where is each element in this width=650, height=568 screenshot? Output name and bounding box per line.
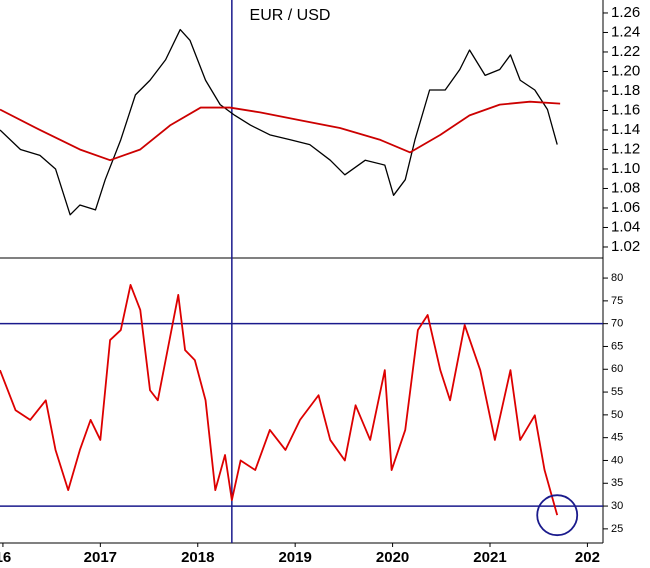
- y-tick-label: 75: [611, 295, 623, 307]
- y-tick-label: 50: [611, 409, 623, 421]
- y-tick-label: 80: [611, 272, 623, 284]
- x-tick-label: 2017: [84, 549, 117, 566]
- y-tick-label: 1.14: [611, 121, 640, 138]
- y-tick-label: 1.04: [611, 218, 640, 235]
- y-tick-label: 25: [611, 523, 623, 535]
- y-tick-label: 35: [611, 477, 623, 489]
- y-tick-label: 30: [611, 500, 623, 512]
- y-tick-label: 40: [611, 454, 623, 466]
- y-tick-label: 60: [611, 363, 623, 375]
- y-tick-label: 1.22: [611, 43, 640, 60]
- series-line: [0, 100, 561, 162]
- x-tick-label: 2019: [278, 549, 311, 566]
- chart-title: EUR / USD: [250, 7, 331, 24]
- y-tick-label: 1.26: [611, 4, 640, 21]
- series-line: [0, 28, 558, 216]
- y-tick-label: 1.18: [611, 82, 640, 99]
- x-tick-label: 202: [575, 549, 600, 566]
- x-tick-label: 2020: [376, 549, 409, 566]
- y-tick-label: 70: [611, 318, 623, 330]
- y-tick-label: 1.12: [611, 140, 640, 157]
- y-tick-label: 1.20: [611, 62, 640, 79]
- x-tick-label: 2021: [473, 549, 506, 566]
- y-tick-label: 1.02: [611, 238, 640, 255]
- y-tick-label: 1.24: [611, 23, 640, 40]
- y-tick-label: 1.06: [611, 199, 640, 216]
- x-tick-label: 16: [0, 549, 11, 566]
- y-tick-label: 1.10: [611, 160, 640, 177]
- y-tick-label: 45: [611, 432, 623, 444]
- y-tick-label: 1.16: [611, 101, 640, 118]
- highlight-circle: [536, 494, 579, 537]
- x-tick-label: 2018: [181, 549, 214, 566]
- series-line: [0, 284, 559, 516]
- y-tick-label: 55: [611, 386, 623, 398]
- y-tick-label: 65: [611, 340, 623, 352]
- y-tick-label: 1.08: [611, 179, 640, 196]
